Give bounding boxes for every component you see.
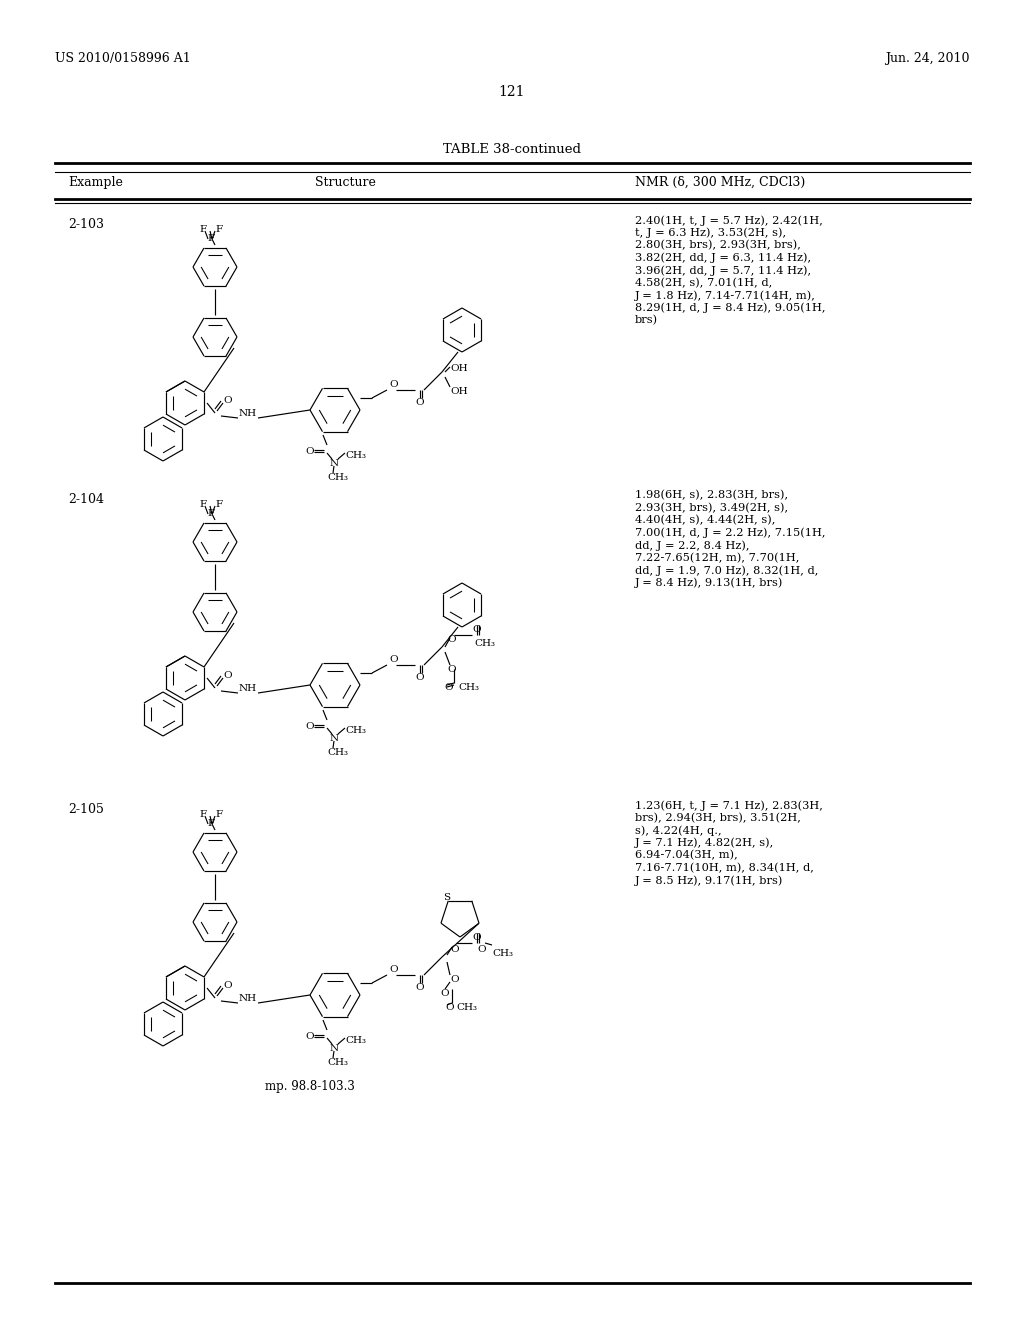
Text: N: N (330, 459, 339, 469)
Text: J = 7.1 Hz), 4.82(2H, s),: J = 7.1 Hz), 4.82(2H, s), (635, 837, 774, 847)
Text: OH: OH (450, 387, 468, 396)
Text: brs), 2.94(3H, brs), 3.51(2H,: brs), 2.94(3H, brs), 3.51(2H, (635, 813, 801, 822)
Text: CH₃: CH₃ (456, 1003, 477, 1012)
Text: CH₃: CH₃ (492, 949, 513, 958)
Text: O: O (444, 682, 453, 692)
Text: O: O (415, 983, 424, 993)
Text: F: F (207, 818, 214, 828)
Text: 1.98(6H, s), 2.83(3H, brs),: 1.98(6H, s), 2.83(3H, brs), (635, 490, 788, 500)
Text: 7.16-7.71(10H, m), 8.34(1H, d,: 7.16-7.71(10H, m), 8.34(1H, d, (635, 862, 814, 873)
Text: dd, J = 2.2, 8.4 Hz),: dd, J = 2.2, 8.4 Hz), (635, 540, 750, 550)
Text: N: N (330, 734, 339, 743)
Text: NH: NH (239, 409, 257, 418)
Text: 7.22-7.65(12H, m), 7.70(1H,: 7.22-7.65(12H, m), 7.70(1H, (635, 553, 800, 562)
Text: TABLE 38-continued: TABLE 38-continued (443, 143, 581, 156)
Text: O: O (305, 1032, 313, 1041)
Text: 2.40(1H, t, J = 5.7 Hz), 2.42(1H,: 2.40(1H, t, J = 5.7 Hz), 2.42(1H, (635, 215, 823, 226)
Text: brs): brs) (635, 315, 658, 325)
Text: O: O (472, 624, 480, 634)
Text: O: O (305, 447, 313, 455)
Text: F: F (215, 224, 222, 234)
Text: NMR (δ, 300 MHz, CDCl3): NMR (δ, 300 MHz, CDCl3) (635, 176, 805, 189)
Text: Example: Example (68, 176, 123, 189)
Text: t, J = 6.3 Hz), 3.53(2H, s),: t, J = 6.3 Hz), 3.53(2H, s), (635, 227, 786, 238)
Text: 4.58(2H, s), 7.01(1H, d,: 4.58(2H, s), 7.01(1H, d, (635, 277, 772, 288)
Text: 8.29(1H, d, J = 8.4 Hz), 9.05(1H,: 8.29(1H, d, J = 8.4 Hz), 9.05(1H, (635, 302, 825, 313)
Text: 2.80(3H, brs), 2.93(3H, brs),: 2.80(3H, brs), 2.93(3H, brs), (635, 240, 801, 251)
Text: CH₃: CH₃ (458, 682, 479, 692)
Text: OH: OH (450, 364, 468, 374)
Text: US 2010/0158996 A1: US 2010/0158996 A1 (55, 51, 190, 65)
Text: O: O (223, 671, 231, 680)
Text: NH: NH (239, 994, 257, 1003)
Text: CH₃: CH₃ (327, 748, 348, 756)
Text: s), 4.22(4H, q.,: s), 4.22(4H, q., (635, 825, 722, 836)
Text: CH₃: CH₃ (327, 473, 348, 482)
Text: F: F (215, 810, 222, 818)
Text: O: O (223, 396, 231, 405)
Text: O: O (389, 380, 397, 389)
Text: O: O (440, 989, 449, 998)
Text: CH₃: CH₃ (474, 639, 495, 648)
Text: O: O (445, 1003, 454, 1012)
Text: 2-104: 2-104 (68, 492, 104, 506)
Text: 6.94-7.04(3H, m),: 6.94-7.04(3H, m), (635, 850, 737, 861)
Text: F: F (199, 224, 206, 234)
Text: N: N (330, 1044, 339, 1053)
Text: Jun. 24, 2010: Jun. 24, 2010 (886, 51, 970, 65)
Text: 121: 121 (499, 84, 525, 99)
Text: 2-103: 2-103 (68, 218, 104, 231)
Text: CH₃: CH₃ (345, 726, 366, 735)
Text: CH₃: CH₃ (327, 1059, 348, 1067)
Text: O: O (477, 945, 485, 954)
Text: S: S (443, 892, 451, 902)
Text: 3.82(2H, dd, J = 6.3, 11.4 Hz),: 3.82(2H, dd, J = 6.3, 11.4 Hz), (635, 252, 811, 263)
Text: O: O (389, 965, 397, 974)
Text: F: F (215, 500, 222, 510)
Text: F: F (207, 234, 214, 243)
Text: J = 8.5 Hz), 9.17(1H, brs): J = 8.5 Hz), 9.17(1H, brs) (635, 875, 783, 886)
Text: O: O (223, 981, 231, 990)
Text: F: F (199, 500, 206, 510)
Text: O: O (305, 722, 313, 731)
Text: J = 8.4 Hz), 9.13(1H, brs): J = 8.4 Hz), 9.13(1H, brs) (635, 578, 783, 589)
Text: Structure: Structure (314, 176, 376, 189)
Text: 4.40(4H, s), 4.44(2H, s),: 4.40(4H, s), 4.44(2H, s), (635, 515, 775, 525)
Text: 3.96(2H, dd, J = 5.7, 11.4 Hz),: 3.96(2H, dd, J = 5.7, 11.4 Hz), (635, 265, 811, 276)
Text: mp. 98.8-103.3: mp. 98.8-103.3 (265, 1080, 355, 1093)
Text: F: F (199, 810, 206, 818)
Text: 2.93(3H, brs), 3.49(2H, s),: 2.93(3H, brs), 3.49(2H, s), (635, 503, 788, 513)
Text: O: O (447, 635, 456, 644)
Text: 7.00(1H, d, J = 2.2 Hz), 7.15(1H,: 7.00(1H, d, J = 2.2 Hz), 7.15(1H, (635, 528, 825, 539)
Text: O: O (389, 655, 397, 664)
Text: J = 1.8 Hz), 7.14-7.71(14H, m),: J = 1.8 Hz), 7.14-7.71(14H, m), (635, 290, 816, 301)
Text: F: F (207, 510, 214, 517)
Text: CH₃: CH₃ (345, 451, 366, 459)
Text: O: O (472, 933, 480, 942)
Text: dd, J = 1.9, 7.0 Hz), 8.32(1H, d,: dd, J = 1.9, 7.0 Hz), 8.32(1H, d, (635, 565, 818, 576)
Text: O: O (450, 945, 459, 954)
Text: O: O (447, 665, 456, 675)
Text: O: O (450, 975, 459, 983)
Text: O: O (415, 673, 424, 682)
Text: NH: NH (239, 684, 257, 693)
Text: O: O (415, 399, 424, 407)
Text: 2-105: 2-105 (68, 803, 103, 816)
Text: 1.23(6H, t, J = 7.1 Hz), 2.83(3H,: 1.23(6H, t, J = 7.1 Hz), 2.83(3H, (635, 800, 823, 810)
Text: CH₃: CH₃ (345, 1036, 366, 1045)
